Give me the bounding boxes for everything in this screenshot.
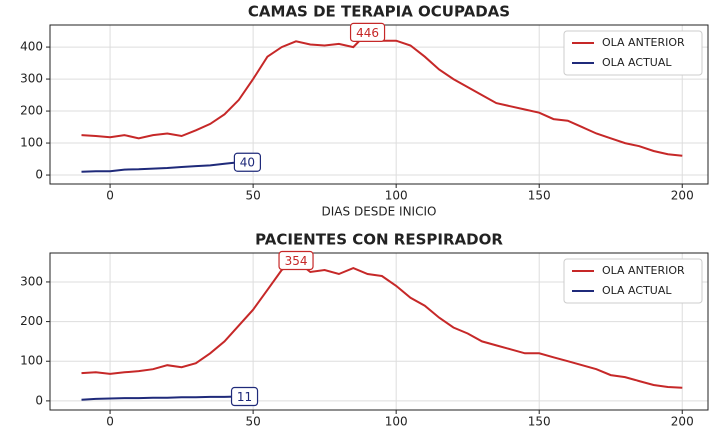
y-tick-label: 200 <box>20 314 43 328</box>
annotation-label: 11 <box>237 390 252 404</box>
plot-frame <box>49 252 709 411</box>
y-tick-label: 200 <box>20 104 43 118</box>
annotation-label: 354 <box>285 254 308 268</box>
x-tick-label: 0 <box>106 189 114 203</box>
annotation-box <box>230 386 259 407</box>
x-tick-label: 150 <box>528 189 551 203</box>
x-tick-label: 100 <box>385 415 408 429</box>
chart-title: PACIENTES CON RESPIRADOR <box>255 231 503 249</box>
x-tick-label: 50 <box>245 189 260 203</box>
legend-label: OLA ANTERIOR <box>602 36 685 49</box>
annotation-box <box>349 22 386 42</box>
x-tick-label: 150 <box>528 415 551 429</box>
annotation-label: 40 <box>240 156 255 170</box>
legend-box <box>563 30 703 76</box>
annotation-box <box>278 250 314 271</box>
data-line <box>81 259 683 389</box>
y-tick-label: 300 <box>20 274 43 288</box>
x-tick-label: 200 <box>671 415 694 429</box>
data-line <box>81 395 239 401</box>
y-tick-label: 100 <box>20 136 43 150</box>
legend-label: OLA ACTUAL <box>602 284 672 297</box>
x-axis-label: DIAS DESDE INICIO <box>322 205 437 219</box>
y-tick-label: 300 <box>20 72 43 86</box>
legend-label: OLA ACTUAL <box>602 56 672 69</box>
chart-title: CAMAS DE TERAPIA OCUPADAS <box>248 3 510 21</box>
legend-box <box>563 258 703 304</box>
legend-label: OLA ANTERIOR <box>602 264 685 277</box>
annotation-box <box>233 152 261 172</box>
y-tick-label: 0 <box>35 168 43 182</box>
y-tick-label: 400 <box>20 40 43 54</box>
data-line <box>81 161 239 173</box>
y-tick-label: 100 <box>20 354 43 368</box>
x-tick-label: 100 <box>385 189 408 203</box>
annotation-label: 446 <box>356 26 379 40</box>
y-tick-label: 0 <box>35 393 43 407</box>
x-tick-label: 0 <box>106 415 114 429</box>
x-tick-label: 50 <box>245 415 260 429</box>
x-tick-label: 200 <box>671 189 694 203</box>
